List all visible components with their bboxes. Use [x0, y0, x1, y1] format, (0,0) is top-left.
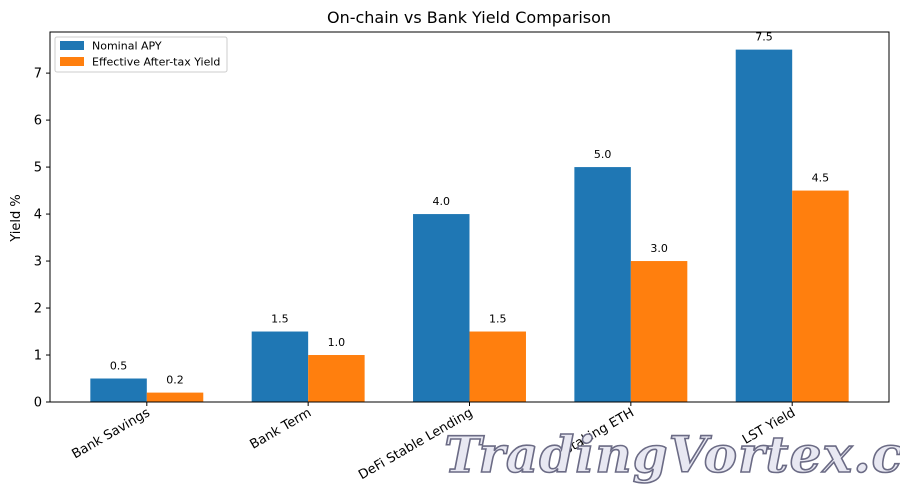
bar-value-label-lst-yield-nominal-apy: 7.5 [755, 31, 773, 44]
legend: Nominal APY Effective After-tax Yield [54, 36, 228, 73]
y-tick-label: 7 [34, 67, 42, 82]
bar-bank-term-nominal-apy [251, 331, 309, 402]
y-tick-label: 0 [34, 396, 42, 411]
legend-label-effective-after-tax-yield: Effective After-tax Yield [92, 56, 220, 69]
y-axis-ticks: 0 1 2 3 4 5 6 7 [34, 67, 50, 411]
bar-bank-term-effective-after-tax-yield [308, 355, 365, 402]
bar-value-label-bank-savings-nominal-apy: 0.5 [110, 360, 128, 373]
y-tick-label: 5 [34, 161, 42, 176]
x-tick-label-bank-term: Bank Term [248, 405, 315, 452]
y-axis-label: Yield % [9, 194, 24, 242]
bar-value-label-bank-term-effective-after-tax-yield: 1.0 [328, 336, 346, 349]
bar-value-label-defi-stable-lending-nominal-apy: 4.0 [433, 195, 451, 208]
y-tick-label: 3 [34, 255, 42, 270]
bar-value-label-defi-stable-lending-effective-after-tax-yield: 1.5 [489, 313, 507, 326]
bar-staking-eth-nominal-apy [574, 167, 631, 402]
watermark-text: TradingVortex.com [444, 425, 900, 484]
y-tick-label: 2 [34, 302, 42, 317]
x-tick-label-bank-savings: Bank Savings [69, 405, 153, 462]
legend-swatch-effective-after-tax-yield [60, 57, 84, 66]
bar-value-label-bank-savings-effective-after-tax-yield: 0.2 [166, 374, 184, 387]
bar-value-label-staking-eth-nominal-apy: 5.0 [594, 148, 612, 161]
bar-labels-layer: 0.5 1.5 4.0 5.0 7.5 0.2 1.0 1.5 3.0 4.5 [110, 31, 829, 387]
bar-value-label-lst-yield-effective-after-tax-yield: 4.5 [812, 172, 830, 185]
bars-layer [90, 49, 849, 402]
chart-title: On-chain vs Bank Yield Comparison [327, 8, 611, 27]
bar-staking-eth-effective-after-tax-yield [630, 261, 688, 402]
bar-bank-savings-nominal-apy [90, 378, 147, 402]
bar-lst-yield-effective-after-tax-yield [792, 190, 849, 402]
legend-box [54, 36, 228, 73]
y-tick-label: 1 [34, 349, 42, 364]
bar-value-label-staking-eth-effective-after-tax-yield: 3.0 [650, 242, 668, 255]
y-tick-label: 6 [34, 114, 42, 129]
y-tick-label: 4 [34, 208, 42, 223]
bar-lst-yield-nominal-apy [735, 49, 793, 402]
bar-defi-stable-lending-effective-after-tax-yield [469, 331, 526, 402]
legend-label-nominal-apy: Nominal APY [92, 40, 162, 53]
legend-swatch-nominal-apy [60, 41, 84, 50]
bar-value-label-bank-term-nominal-apy: 1.5 [271, 313, 289, 326]
bar-defi-stable-lending-nominal-apy [413, 214, 470, 402]
bar-bank-savings-effective-after-tax-yield [146, 392, 204, 402]
